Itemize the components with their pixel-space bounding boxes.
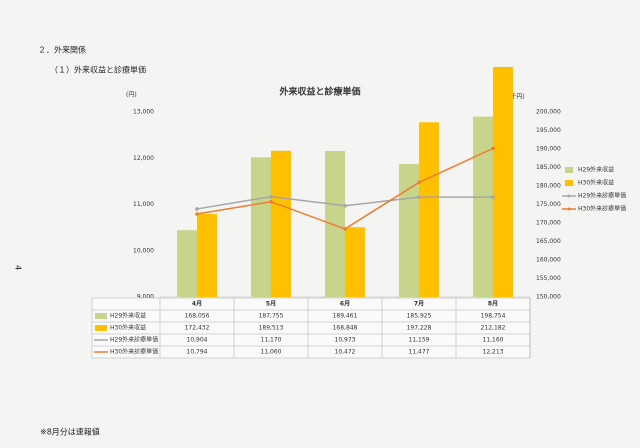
subheading: （１）外来収益と診療単価	[50, 65, 146, 75]
bar	[419, 122, 439, 297]
table-cell: 10,472	[335, 349, 356, 356]
x-tick-label: 6月	[340, 300, 350, 308]
legend-label: H29外来診療単価	[578, 192, 626, 200]
table-row-label: H30外来収益	[110, 324, 146, 332]
table-cell: 189,461	[333, 313, 358, 320]
y-tick-label: 13,000	[133, 109, 154, 116]
table-row-label: H29外来診療単価	[110, 336, 158, 344]
legend-label: H29外来収益	[578, 166, 614, 174]
y-unit: (円)	[126, 92, 137, 99]
y2-tick-label: 195,000	[536, 127, 561, 134]
table-cell: 198,754	[481, 313, 506, 320]
line-point	[343, 227, 347, 231]
y-tick-label: 10,000	[133, 247, 154, 254]
legend-label: H30外来診療単価	[578, 205, 626, 213]
y2-tick-label: 190,000	[536, 146, 561, 153]
legend-swatch	[565, 167, 573, 173]
table-cell: 197,228	[407, 325, 432, 332]
x-tick-label: 5月	[266, 300, 276, 308]
y2-tick-label: 185,000	[536, 164, 561, 171]
legend-label: H30外来収益	[578, 179, 614, 187]
bar	[251, 157, 271, 297]
table-cell: 10,904	[187, 337, 208, 344]
bar	[473, 116, 493, 297]
line-point	[269, 194, 273, 199]
legend-swatch	[565, 180, 573, 186]
table-swatch	[95, 313, 107, 319]
line-point	[491, 146, 495, 151]
table-row-label: H30外来診療単価	[110, 348, 158, 356]
bar	[271, 150, 291, 297]
y-tick-label: 9,000	[137, 294, 154, 301]
bar	[325, 150, 345, 297]
table-cell: 185,925	[407, 313, 432, 320]
line-point	[195, 207, 199, 211]
legend-marker	[567, 207, 571, 211]
table-cell: 11,477	[409, 349, 430, 356]
y2-tick-label: 155,000	[536, 275, 561, 282]
line-point	[343, 203, 347, 208]
y2-tick-label: 160,000	[536, 257, 561, 264]
y2-tick-label: 175,000	[536, 201, 561, 208]
y-tick-label: 11,000	[133, 201, 154, 208]
table-cell: 11,160	[483, 337, 504, 344]
line-point	[417, 195, 421, 199]
bar	[345, 227, 365, 297]
line-point	[195, 212, 199, 216]
y2-tick-label: 200,000	[536, 109, 561, 116]
line-point	[269, 199, 273, 204]
legend-marker	[567, 194, 571, 198]
y2-unit: (千円)	[508, 93, 525, 101]
table-cell: 168,848	[333, 325, 358, 332]
table-cell: 189,513	[259, 325, 284, 332]
x-tick-label: 8月	[488, 300, 498, 308]
table-cell: 168,056	[185, 313, 210, 320]
y2-tick-label: 165,000	[536, 238, 561, 245]
line-point	[417, 180, 421, 185]
line-point	[491, 195, 495, 199]
table-cell: 12,213	[483, 349, 504, 356]
bar	[177, 230, 197, 297]
x-tick-label: 4月	[192, 300, 202, 308]
table-cell: 187,755	[259, 313, 284, 320]
table-cell: 172,432	[185, 325, 210, 332]
footnote: ※8月分は速報値	[40, 427, 100, 437]
y-tick-label: 12,000	[133, 155, 154, 162]
table-cell: 10,973	[335, 337, 356, 344]
table-cell: 10,794	[187, 349, 208, 356]
y2-tick-label: 170,000	[536, 220, 561, 227]
table-cell: 11,170	[261, 337, 282, 344]
y2-tick-label: 150,000	[536, 294, 561, 301]
chart-title: 外来収益と診療単価	[278, 86, 360, 98]
bar	[493, 66, 513, 297]
table-cell: 11,159	[409, 337, 430, 344]
table-row-label: H29外来収益	[110, 312, 146, 320]
page-number: 4	[14, 265, 23, 270]
table-cell: 212,182	[481, 325, 506, 332]
y2-tick-label: 180,000	[536, 183, 561, 190]
heading: ２．外来関係	[38, 45, 86, 55]
table-cell: 11,060	[261, 349, 282, 356]
table-swatch	[95, 325, 107, 331]
bar	[197, 214, 217, 297]
x-tick-label: 7月	[414, 300, 424, 308]
